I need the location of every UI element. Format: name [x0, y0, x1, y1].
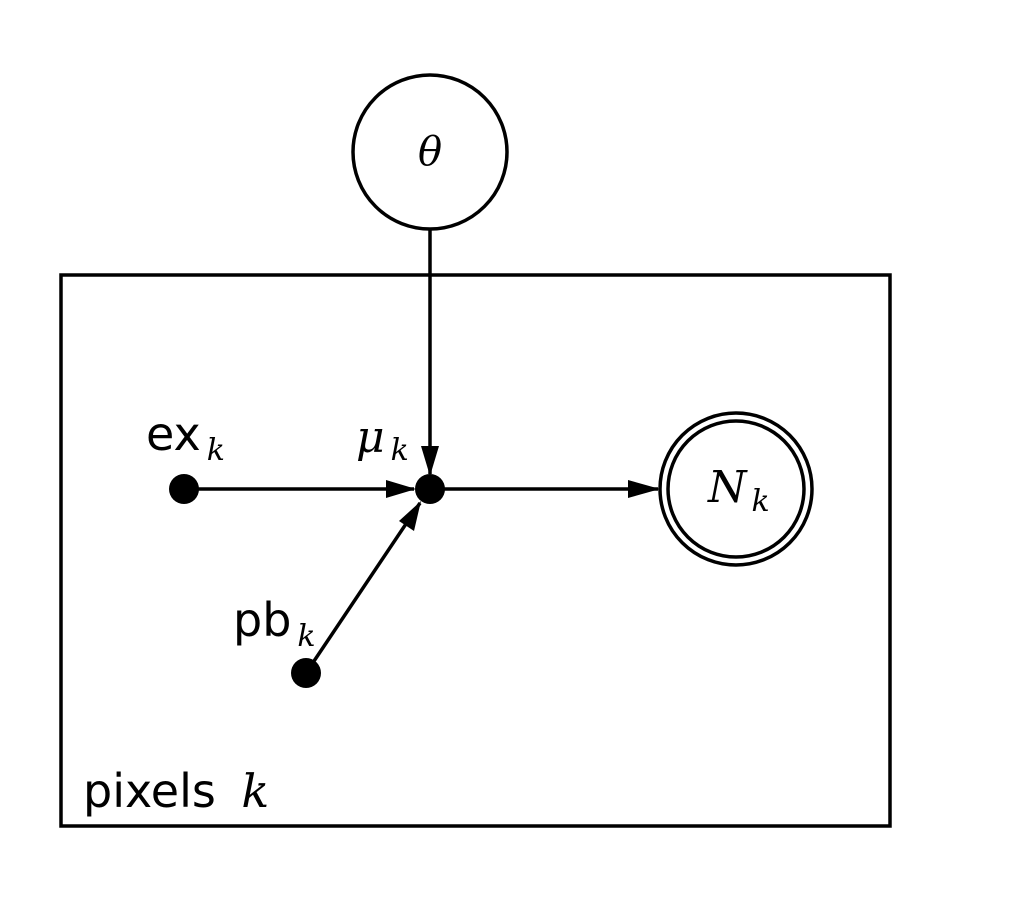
edge-pb-to-mu — [304, 502, 422, 674]
node-theta-circle — [351, 73, 509, 231]
node-ex-label-base: ex — [146, 407, 201, 461]
plate-label: pixels k — [83, 764, 269, 818]
edge-theta-to-mu-arrowhead — [421, 446, 439, 476]
node-N-outer-circle — [658, 411, 814, 567]
node-theta: θ — [351, 73, 509, 231]
node-mu-label: μ k — [356, 412, 409, 468]
plate-rectangle — [59, 273, 892, 828]
node-N-label: N k — [707, 462, 770, 519]
edge-pb-to-mu-arrowhead — [399, 501, 421, 531]
node-pb-label-base: pb — [233, 593, 291, 647]
node-mu-label-sub: k — [391, 433, 409, 468]
node-ex-label-sub: k — [207, 433, 225, 468]
node-pb: pb k — [233, 593, 321, 688]
node-N: N k — [658, 411, 814, 567]
plate-label-text: pixels — [83, 764, 216, 818]
edge-ex-to-mu-arrowhead — [386, 480, 416, 498]
node-ex: ex k — [146, 407, 225, 504]
node-pb-label: pb k — [233, 593, 316, 654]
node-mu: μ k — [356, 412, 445, 504]
node-ex-dot — [169, 474, 199, 504]
node-mu-dot — [415, 474, 445, 504]
node-N-label-sub: k — [752, 484, 770, 519]
node-theta-label: θ — [418, 129, 442, 175]
node-mu-label-base: μ — [356, 412, 385, 463]
plate-label-var: k — [241, 764, 269, 818]
edge-mu-to-N-arrowhead — [628, 480, 660, 498]
node-N-inner-circle — [666, 419, 806, 559]
node-pb-dot — [291, 658, 321, 688]
node-pb-label-sub: k — [297, 619, 315, 654]
node-ex-label: ex k — [146, 407, 225, 468]
node-N-label-base: N — [707, 462, 748, 513]
